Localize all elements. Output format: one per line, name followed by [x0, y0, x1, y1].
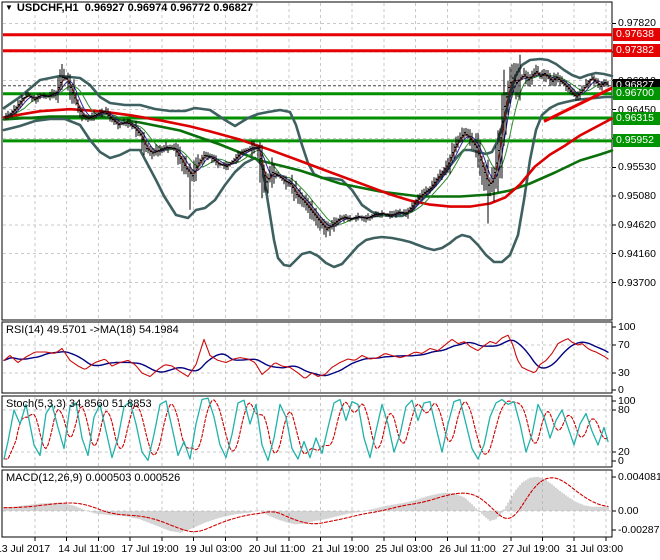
price-scale-axis[interactable]: [612, 0, 660, 537]
time-scale-axis[interactable]: [0, 538, 660, 560]
